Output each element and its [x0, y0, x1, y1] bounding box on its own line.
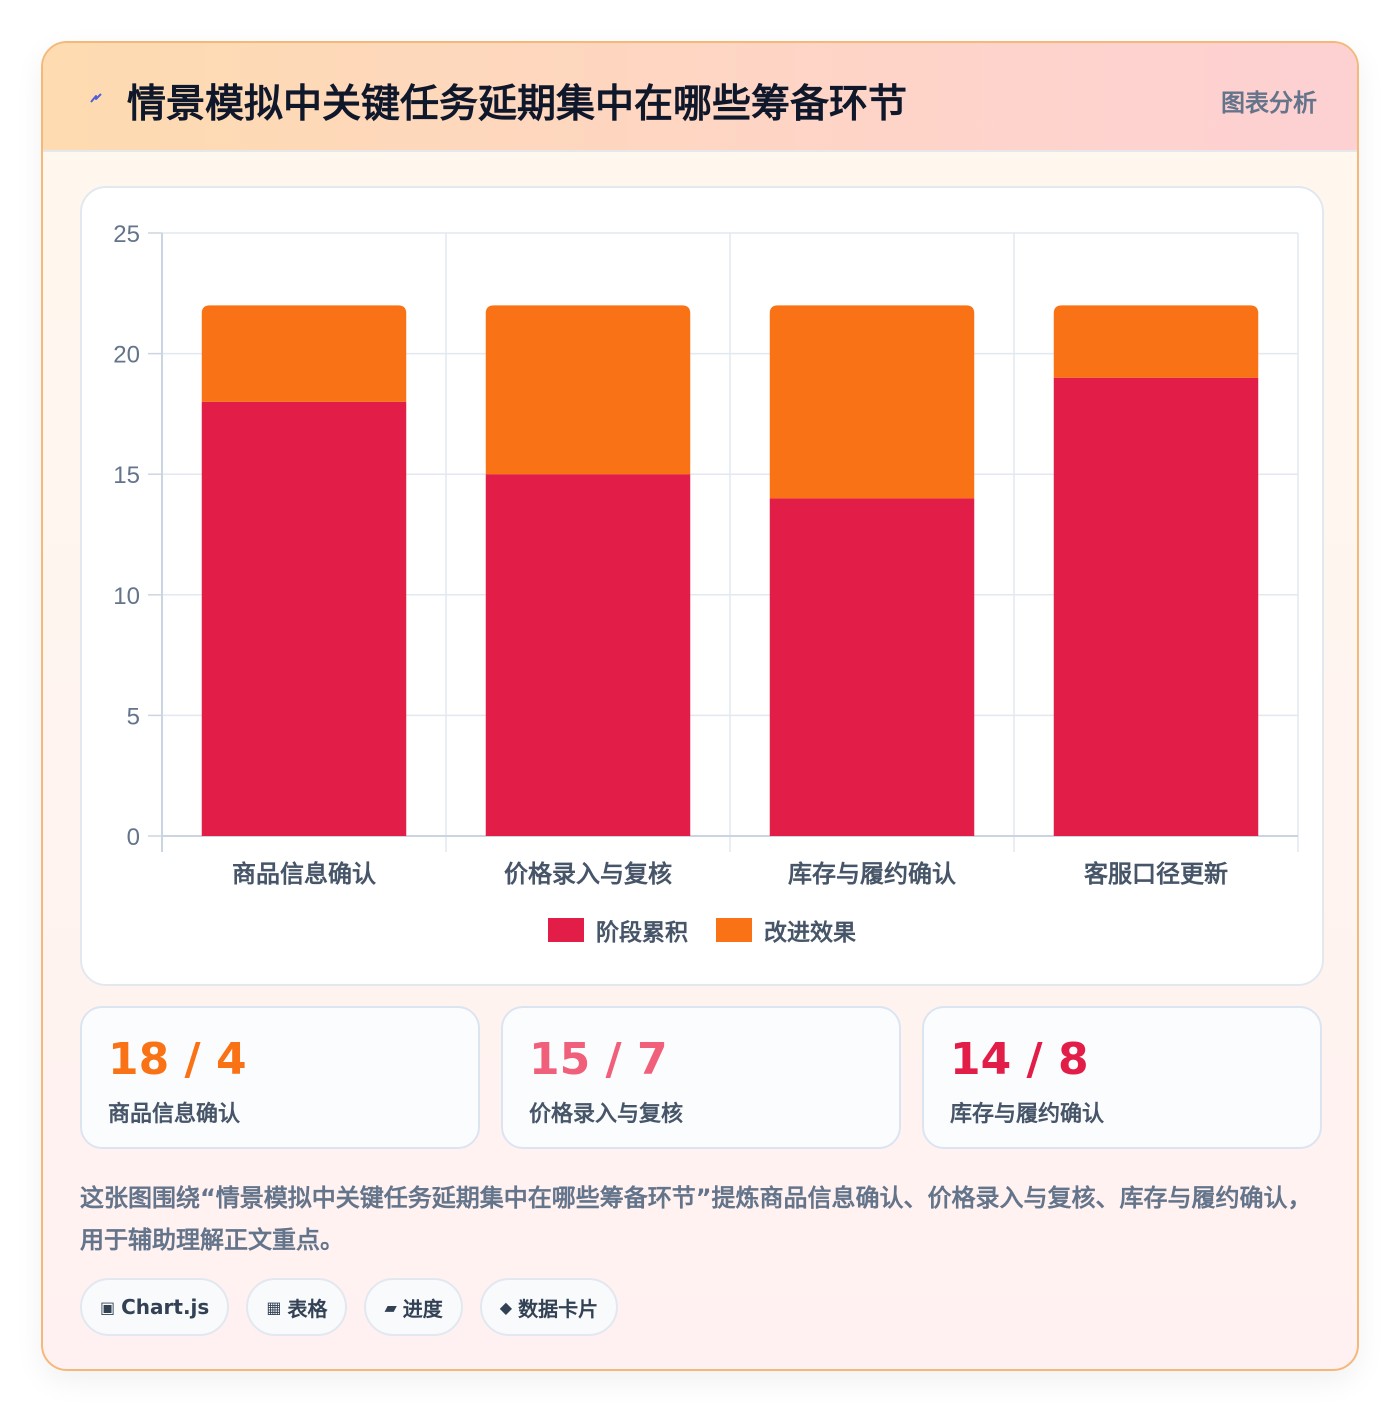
stat-card-1: 18 / 4 商品信息确认	[80, 1006, 480, 1149]
y-tick-label: 0	[127, 824, 140, 851]
x-tick-label: 商品信息确认	[232, 860, 376, 888]
bar-series-1-2	[769, 305, 975, 499]
tag-label: 表格	[287, 1296, 328, 1321]
stat-label: 商品信息确认	[108, 1102, 241, 1127]
chart-panel: 0 5 10 15 20 25 商品信息确认 价格录入与复核 库存与履约确认 客服口径更新 阶段累…	[80, 186, 1324, 986]
tag-data-card[interactable]: ◆ 数据卡片	[479, 1278, 619, 1336]
tag-list: ▣ Chart.js ▦ 表格 ▰ 进度 ◆ 数据卡片	[80, 1278, 619, 1336]
table-icon: ▦	[266, 1297, 282, 1317]
legend-swatch	[716, 918, 752, 942]
stat-label: 库存与履约确认	[950, 1102, 1105, 1127]
stat-value: 14 / 8	[950, 1034, 1089, 1085]
legend-label: 改进效果	[764, 920, 856, 946]
chart-card: 情景模拟中关键任务延期集中在哪些筹备环节 图表分析 0 5 10 15 20 25 商品信息…	[41, 41, 1359, 1371]
y-tick-label: 5	[127, 703, 140, 730]
progress-icon: ▰	[384, 1297, 397, 1317]
bar-series-1-1	[485, 305, 691, 475]
tag-table[interactable]: ▦ 表格	[246, 1278, 348, 1336]
stat-value: 18 / 4	[108, 1034, 247, 1085]
stat-value: 15 / 7	[529, 1034, 668, 1085]
x-tick-label: 客服口径更新	[1084, 860, 1228, 888]
bar-series-1-0	[201, 305, 407, 402]
y-tick-label: 25	[113, 221, 140, 248]
diamond-icon: ◆	[499, 1297, 513, 1317]
legend-swatch	[547, 918, 584, 942]
card-tag: 图表分析	[1221, 89, 1317, 117]
chart-description: 这张图围绕“情景模拟中关键任务延期集中在哪些筹备环节”提炼商品信息确认、价格录入…	[80, 1184, 1312, 1254]
legend-label: 阶段累积	[595, 920, 688, 946]
bar-chart: 0 5 10 15 20 25 商品信息确认 价格录入与复核 库存与履约确认 客服口径更新	[113, 221, 1299, 888]
card-header: 情景模拟中关键任务延期集中在哪些筹备环节 图表分析	[43, 43, 1357, 152]
tag-progress[interactable]: ▰ 进度	[364, 1278, 463, 1336]
bar-series-0-3	[1053, 377, 1259, 836]
legend-item-series-0[interactable]: 阶段累积	[547, 913, 688, 947]
bar-series-0-1	[485, 474, 691, 836]
y-tick-label: 20	[113, 342, 140, 369]
chart-icon: ▣	[100, 1297, 116, 1317]
y-tick-label: 10	[113, 583, 140, 610]
stat-card-3: 14 / 8 库存与履约确认	[922, 1006, 1322, 1149]
tag-label: 数据卡片	[518, 1296, 599, 1321]
card-title: 情景模拟中关键任务延期集中在哪些筹备环节	[127, 82, 908, 127]
bar-series-0-2	[769, 498, 975, 836]
tag-label: 进度	[402, 1296, 443, 1321]
bar-series-1-3	[1053, 305, 1259, 378]
stat-label: 价格录入与复核	[529, 1102, 684, 1127]
bar-series-0-0	[201, 401, 407, 836]
tag-label: Chart.js	[121, 1295, 210, 1319]
y-tick-label: 15	[113, 462, 140, 489]
x-tick-label: 库存与履约确认	[788, 860, 956, 888]
tag-chartjs[interactable]: ▣ Chart.js	[80, 1278, 230, 1336]
x-tick-label: 价格录入与复核	[504, 860, 672, 888]
legend-item-series-1[interactable]: 改进效果	[716, 913, 856, 947]
stat-card-2: 15 / 7 价格录入与复核	[501, 1006, 901, 1149]
lightning-icon	[90, 93, 102, 103]
chart-legend: 阶段累积 改进效果	[82, 913, 1322, 948]
